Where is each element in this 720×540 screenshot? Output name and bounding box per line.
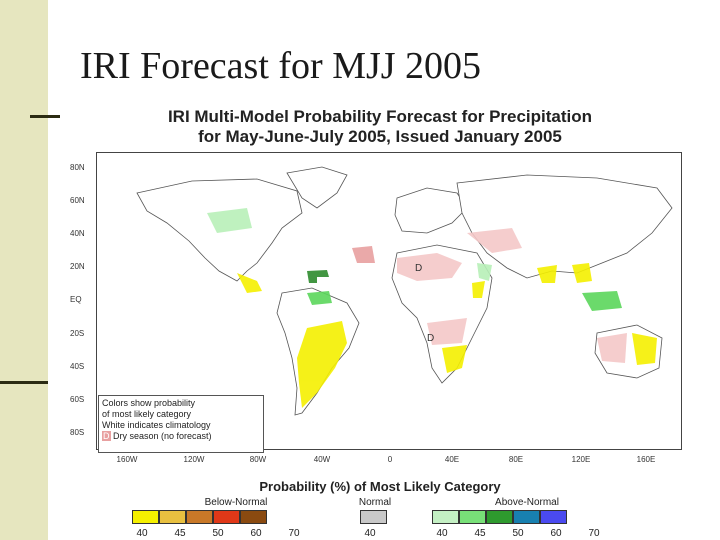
lat-label-20n: 20N (70, 262, 85, 271)
forecast-map-figure: IRI Multi-Model Probability Forecast for… (60, 95, 700, 540)
map-title-line-1: IRI Multi-Model Probability Forecast for… (167, 107, 593, 126)
map-note-line-1: Colors show probability (102, 398, 196, 408)
below-normal-east-africa (472, 281, 485, 298)
legend-swatch-above-50 (486, 510, 513, 524)
legend-swatch-above-45 (459, 510, 486, 524)
lon-label-120e: 120E (571, 455, 591, 464)
legend-swatch-below-50 (186, 510, 213, 524)
legend-swatch-below-60 (213, 510, 240, 524)
map-note-box: Colors show probability of most likely c… (98, 395, 264, 453)
legend-swatch-above-40 (432, 510, 459, 524)
legend-tick-above-45: 45 (474, 528, 486, 539)
below-normal-south-america (297, 321, 347, 408)
legend-swatch-above-60 (513, 510, 540, 524)
sidebar-rule (0, 381, 48, 384)
dry-season-west-africa (397, 253, 462, 281)
legend-tick-above-70: 70 (588, 528, 600, 539)
greenland-shape (286, 166, 348, 209)
lat-label-60n: 60N (70, 196, 85, 205)
legend-tick-below-70: 70 (288, 528, 300, 539)
dry-season-marker-north-africa: D (415, 263, 422, 274)
map-note-line-2: of most likely category (102, 409, 192, 419)
legend-normal-label: Normal (358, 497, 392, 508)
lat-label-60s: 60S (70, 395, 85, 404)
asia-shape (456, 174, 673, 279)
legend-below-normal-label: Below-Normal (204, 497, 268, 508)
legend-tick-normal-40: 40 (364, 528, 376, 539)
dry-season-middle-east (467, 228, 522, 253)
dry-season-text: Dry season (no forecast) (113, 431, 212, 441)
lon-label-40w: 40W (313, 455, 331, 464)
europe-shape (394, 187, 468, 234)
lon-label-160w: 160W (116, 455, 138, 464)
title-rule (30, 115, 60, 118)
below-normal-southern-africa (442, 345, 467, 373)
legend-tick-below-50: 50 (212, 528, 224, 539)
world-map-svg: D D (136, 166, 673, 416)
lat-label-80n: 80N (70, 163, 85, 172)
legend-tick-above-50: 50 (512, 528, 524, 539)
lat-label-20s: 20S (70, 329, 85, 338)
map-note-line-4: D Dry season (no forecast) (102, 431, 260, 442)
slide-sidebar-strip (0, 0, 48, 540)
legend-title: Probability (%) of Most Likely Category (259, 479, 501, 494)
legend-swatch-below-70 (240, 510, 267, 524)
above-normal-caribbean (307, 270, 329, 283)
legend-swatch-below-40 (132, 510, 159, 524)
legend-swatch-below-45 (159, 510, 186, 524)
lon-label-40e: 40E (444, 455, 460, 464)
below-normal-southeast-asia (572, 263, 592, 283)
lat-label-eq: EQ (70, 295, 82, 304)
lat-label-80s: 80S (70, 428, 85, 437)
map-note-line-3: White indicates climatology (102, 420, 211, 430)
legend-tick-below-40: 40 (136, 528, 148, 539)
legend-tick-above-40: 40 (436, 528, 448, 539)
lat-label-40s: 40S (70, 362, 85, 371)
lon-label-0: 0 (387, 455, 393, 464)
dry-season-western-australia (597, 333, 627, 363)
world-map: D D (96, 152, 682, 450)
legend-tick-above-60: 60 (550, 528, 562, 539)
legend-tick-below-60: 60 (250, 528, 262, 539)
lon-label-80e: 80E (508, 455, 524, 464)
legend-above-normal-label: Above-Normal (495, 497, 559, 508)
legend-tick-below-45: 45 (174, 528, 186, 539)
above-normal-maritime-continent (582, 291, 622, 311)
lon-label-80w: 80W (249, 455, 267, 464)
legend-swatch-normal-40 (360, 510, 387, 524)
below-normal-australia (632, 333, 657, 365)
dry-season-marker-southern-africa: D (427, 333, 434, 344)
above-normal-east-africa (477, 263, 492, 281)
above-normal-northern-south-america (307, 291, 332, 305)
dry-season-north-africa (352, 246, 375, 263)
below-normal-central-america (237, 273, 262, 293)
map-title-line-2: for May-June-July 2005, Issued January 2… (198, 127, 562, 146)
lon-label-160e: 160E (636, 455, 656, 464)
slide-title: IRI Forecast for MJJ 2005 (80, 45, 482, 87)
above-normal-north-america (207, 208, 252, 233)
legend-swatch-above-70 (540, 510, 567, 524)
dry-season-key: D (102, 431, 111, 441)
lon-label-120w: 120W (183, 455, 205, 464)
below-normal-india (537, 265, 557, 283)
dry-season-southern-africa (427, 318, 467, 345)
lat-label-40n: 40N (70, 229, 85, 238)
